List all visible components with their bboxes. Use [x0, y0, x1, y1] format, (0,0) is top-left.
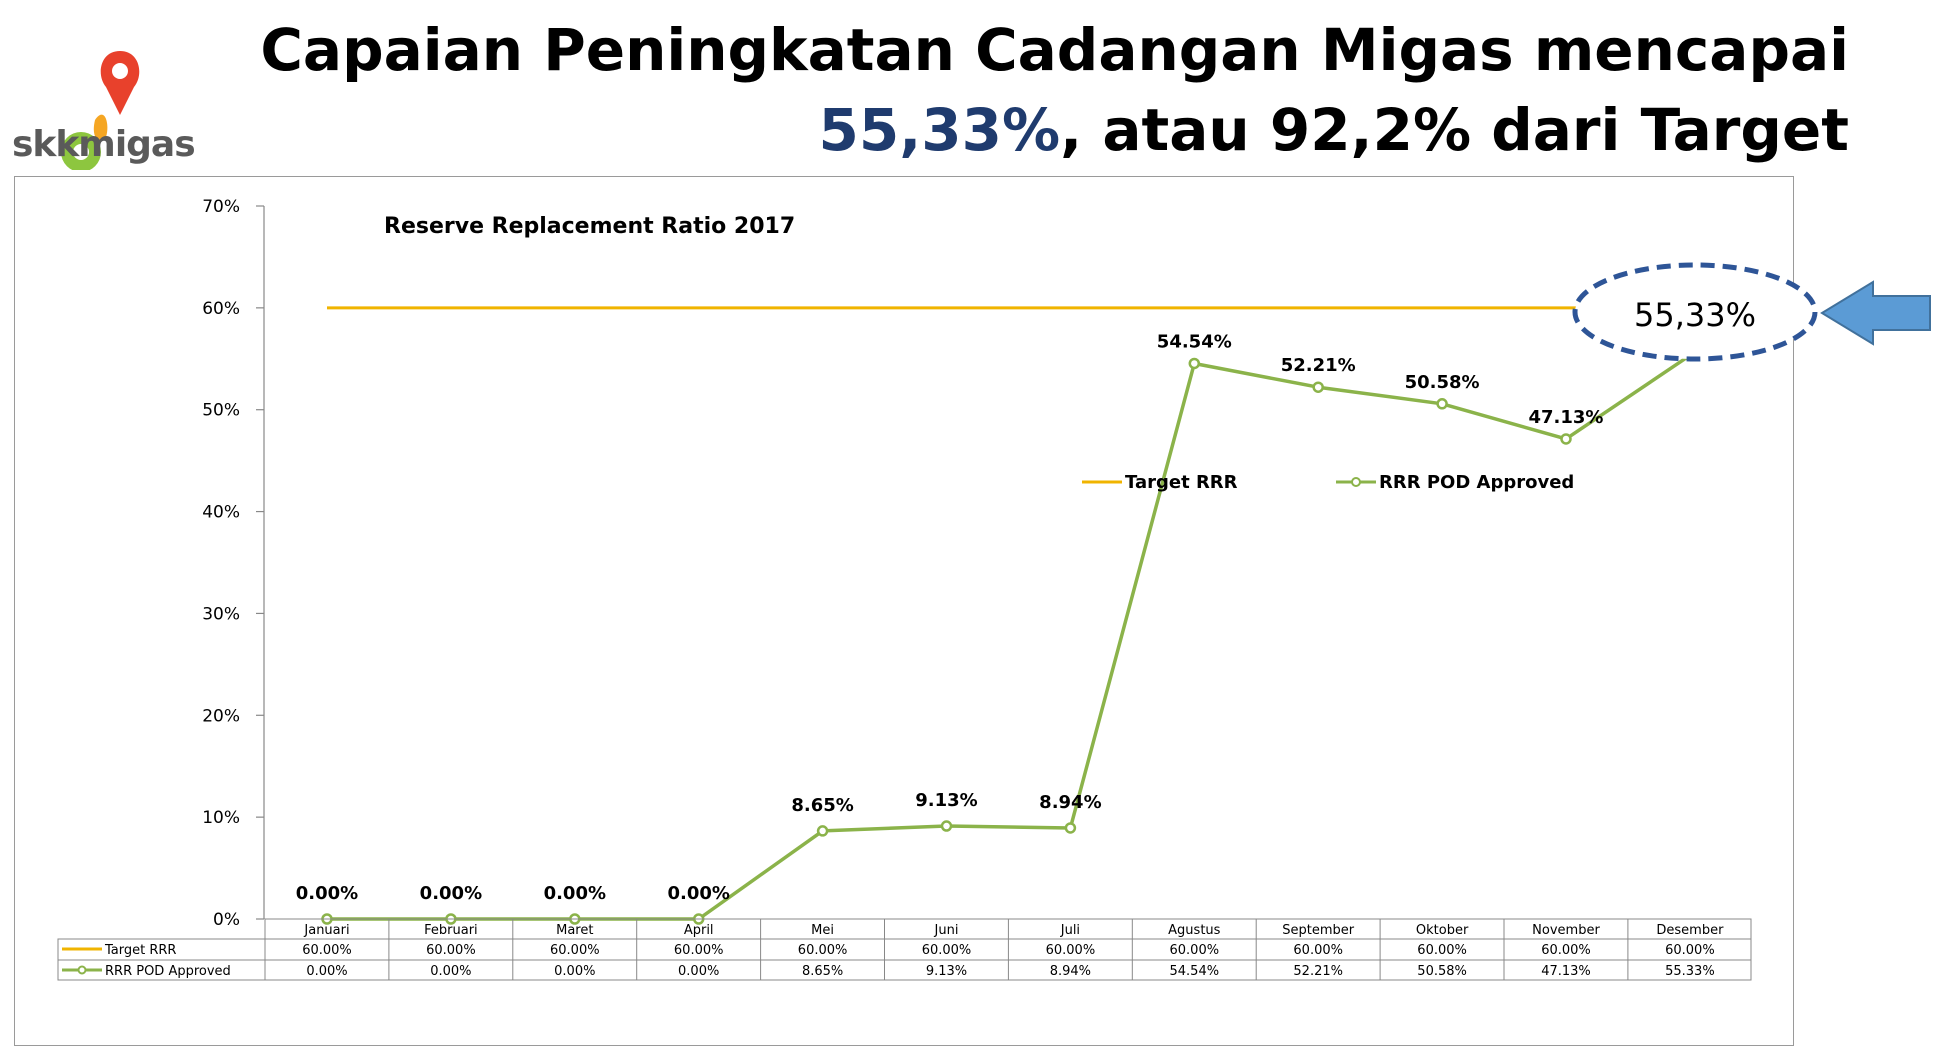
y-tick-label: 70% [202, 197, 240, 217]
data-point [1436, 398, 1448, 410]
logo-text: skkmigas [12, 124, 196, 165]
table-series-name: Target RRR [104, 943, 176, 958]
table-category-label: Februari [424, 923, 478, 938]
title-highlight: 55,33% [818, 96, 1061, 164]
table-category-label: November [1532, 923, 1600, 938]
legend-label-target-rrr: Target RRR [1125, 472, 1238, 493]
callout-text: 55,33% [1634, 296, 1756, 334]
table-cell: 0.00% [306, 964, 347, 979]
table-category-label: Mei [811, 923, 834, 938]
table-cell: 60.00% [1170, 943, 1220, 958]
location-pin-icon [61, 51, 140, 172]
table-cell: 60.00% [674, 943, 724, 958]
table-cell: 0.00% [554, 964, 595, 979]
table-cell: 60.00% [1046, 943, 1096, 958]
table-cell: 60.00% [1665, 943, 1715, 958]
callout-ellipse [1572, 262, 1818, 362]
table-cell: 54.54% [1170, 964, 1220, 979]
table-cell: 52.21% [1293, 964, 1343, 979]
chart-frame [14, 176, 1794, 1046]
table-cell: 50.58% [1417, 964, 1467, 979]
table-cell: 60.00% [1293, 943, 1343, 958]
legend-marker-rrr-pod-approved [1351, 477, 1361, 487]
y-tick-label: 30% [202, 604, 240, 624]
title-line-2-rest: , atau 92,2% dari Target [1060, 96, 1849, 164]
chart-legend: Target RRR RRR POD Approved [1082, 472, 1574, 493]
table-cell: 55.33% [1665, 964, 1715, 979]
data-point [1312, 381, 1324, 393]
data-point [1064, 822, 1077, 834]
series-line-rrr-pod-approved [327, 353, 1691, 921]
data-label: 0.00% [296, 883, 358, 904]
data-label: 8.65% [791, 795, 853, 816]
page-title: Capaian Peningkatan Cadangan Migas menca… [260, 10, 1849, 170]
logo-leaf-hole [73, 144, 89, 160]
arrow-left-icon [1820, 280, 1931, 346]
data-label: 54.54% [1157, 331, 1232, 352]
table-category-label: September [1282, 923, 1355, 938]
data-point [816, 825, 829, 837]
data-label: 0.00% [420, 883, 482, 904]
table-cell: 47.13% [1541, 964, 1591, 979]
legend-label-rrr-pod-approved: RRR POD Approved [1379, 472, 1574, 493]
data-label: 47.13% [1529, 407, 1604, 428]
table-cell: 9.13% [926, 964, 967, 979]
y-tick-label: 60% [202, 299, 240, 319]
table-cell: 0.00% [430, 964, 471, 979]
data-point [940, 820, 953, 832]
table-category-label: Maret [556, 923, 593, 938]
logo-pin-shape [100, 51, 140, 115]
table-category-label: Juli [1060, 923, 1080, 938]
skkmigas-logo [10, 45, 200, 172]
data-point [1188, 357, 1201, 370]
table-cell: 8.65% [802, 964, 843, 979]
table-series-marker [77, 965, 87, 975]
data-label: 0.00% [544, 883, 606, 904]
y-tick-label: 40% [202, 503, 240, 523]
y-tick-label: 50% [202, 401, 240, 421]
table-cell: 60.00% [426, 943, 476, 958]
logo-drop-shape [93, 114, 108, 141]
y-tick-label: 0% [213, 910, 240, 930]
data-label: 8.94% [1039, 792, 1101, 813]
table-category-label: April [684, 923, 714, 938]
table-category-label: Juni [934, 923, 959, 938]
data-label: 0.00% [667, 883, 729, 904]
table-cell: 0.00% [678, 964, 719, 979]
axis-layer: 0% 10% 20% 30% 40% 50% 60% 70% [202, 197, 265, 930]
table-cell: 60.00% [550, 943, 600, 958]
table-category-label: Januari [303, 923, 349, 938]
title-line-2: 55,33%, atau 92,2% dari Target [260, 90, 1849, 170]
data-label: 50.58% [1405, 372, 1480, 393]
y-tick-label: 10% [202, 808, 240, 828]
table-cell: 60.00% [1417, 943, 1467, 958]
title-line-1: Capaian Peningkatan Cadangan Migas menca… [260, 16, 1849, 84]
table-category-label: Agustus [1168, 923, 1220, 938]
table-category-label: Desember [1656, 923, 1724, 938]
table-cell: 8.94% [1050, 964, 1091, 979]
data-point [1560, 433, 1572, 445]
y-tick-label: 20% [202, 706, 240, 726]
logo-pin-hole [112, 63, 128, 79]
series-layer [321, 306, 1696, 925]
table-category-label: Oktober [1416, 923, 1469, 938]
chart-title: Reserve Replacement Ratio 2017 [384, 214, 795, 239]
data-table: Januari Februari Maret April Mei Juni Juli Agus… [57, 918, 1752, 981]
table-cell: 60.00% [302, 943, 352, 958]
data-label: 9.13% [915, 790, 977, 811]
table-series-name: RRR POD Approved [105, 964, 231, 979]
table-cell: 60.00% [1541, 943, 1591, 958]
data-label: 52.21% [1281, 355, 1356, 376]
table-cell: 60.00% [798, 943, 848, 958]
data-label-layer: 0.00% 0.00% 0.00% 0.00% 8.65% 9.13% 8.94% 54.54… [296, 331, 1604, 904]
table-cell: 60.00% [922, 943, 972, 958]
